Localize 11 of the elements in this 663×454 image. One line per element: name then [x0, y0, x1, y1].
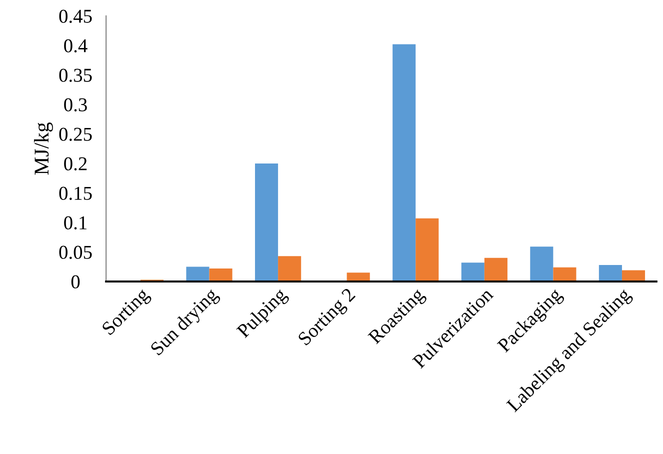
y-tick-label: 0.05: [59, 246, 92, 259]
y-tick-label: 0.45: [59, 10, 92, 23]
y-axis-title: MJ/kg: [34, 122, 53, 175]
y-tick-label: 0.4: [64, 39, 88, 52]
y-tick-label: 0.3: [64, 98, 87, 112]
y-tick-label: 0: [71, 275, 80, 288]
y-tick-label: 0.1: [64, 216, 87, 230]
y-tick-label: 0.35: [59, 68, 92, 82]
y-tick-label: 0.15: [59, 186, 92, 200]
y-tick-label: 0.2: [64, 157, 87, 170]
y-tick-label: 0.25: [59, 128, 92, 141]
